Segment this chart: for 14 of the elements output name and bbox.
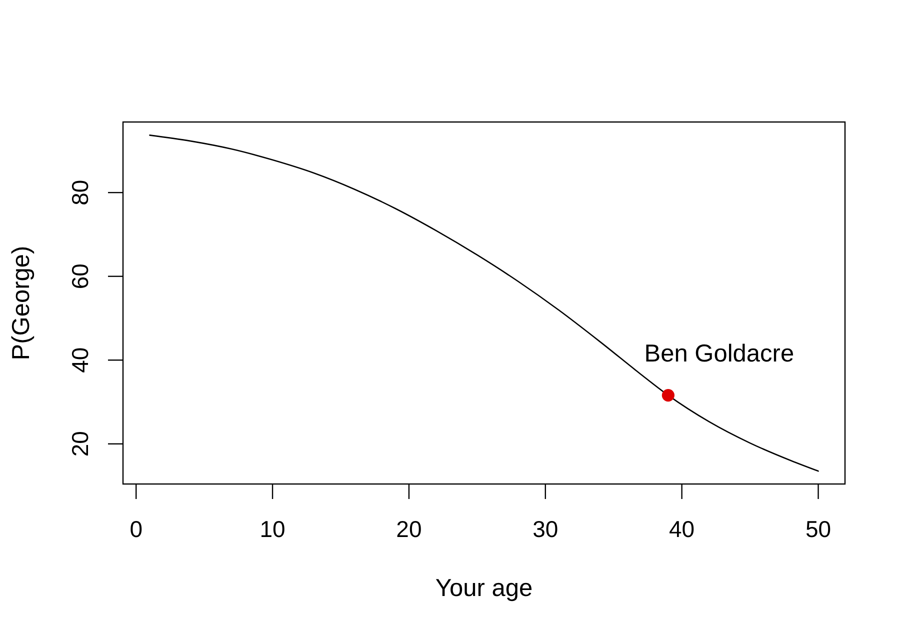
y-tick-label: 60 (67, 264, 93, 290)
y-tick-label: 20 (67, 431, 93, 457)
x-tick-label: 0 (130, 516, 142, 542)
y-axis-title: P(George) (8, 246, 35, 360)
line-series (149, 134, 819, 472)
x-axis-title: Your age (435, 575, 533, 602)
x-tick-label: 10 (260, 516, 286, 542)
x-tick-label: 40 (669, 516, 695, 542)
y-tick-label: 40 (67, 347, 93, 373)
x-tick-label: 50 (805, 516, 832, 542)
x-tick-label: 20 (396, 516, 422, 542)
y-tick-label: 80 (67, 180, 93, 206)
x-tick-label: 30 (532, 516, 558, 542)
annotation: Ben Goldacre (644, 340, 794, 368)
